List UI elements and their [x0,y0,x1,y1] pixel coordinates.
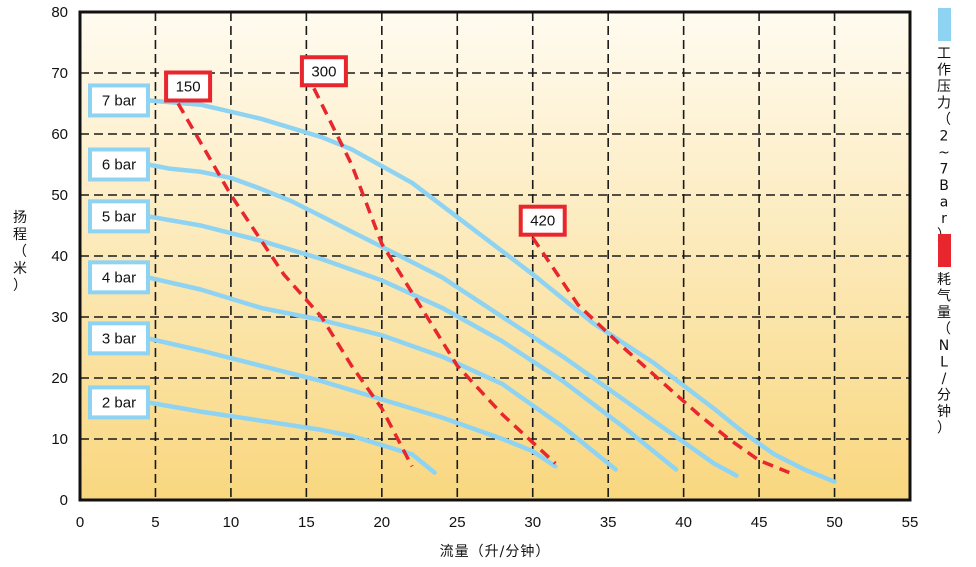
x-tick-label: 25 [449,514,466,531]
pressure-line-4bar [145,275,618,472]
pressure-label: 6 bar [102,157,136,174]
pressure-label: 4 bar [102,269,136,286]
pressure-line-5bar [145,214,679,472]
x-tick-label: 30 [524,514,541,531]
x-tick-label: 10 [223,514,240,531]
consumption-label-box [164,70,213,103]
pressure-label-box [88,385,150,420]
pressure-label-box [88,83,150,118]
consumption-line-150 [176,102,414,468]
y-tick-label: 70 [51,65,68,82]
consumption-label-box [299,55,348,88]
legend-swatch-consumption [938,234,951,267]
y-tick-label: 30 [51,309,68,326]
y-tick-label: 10 [51,431,68,448]
x-tick-label: 5 [151,514,159,531]
consumption-line-300 [312,87,557,465]
pressure-line-6bar [145,162,739,478]
pressure-label-group: 7 bar 6 bar 5 bar 4 bar 3 bar 2 bar [88,83,150,420]
consumption-label-group: 150 300 420 [164,55,567,237]
x-tick-label: 20 [373,514,390,531]
consumption-line-420 [531,236,790,475]
consumption-label: 300 [311,63,336,80]
pressure-label: 2 bar [102,394,136,411]
x-tick-label: 40 [675,514,692,531]
pressure-label-box [88,199,150,234]
pressure-line-2bar [145,400,437,475]
pressure-label-box [88,260,150,295]
x-tick-label: 45 [751,514,768,531]
y-tick-label: 60 [51,126,68,143]
x-tick-label: 35 [600,514,617,531]
y-tick-label: 0 [60,492,68,509]
consumption-series-group [176,87,790,475]
y-tick-label: 50 [51,187,68,204]
consumption-label: 420 [530,213,555,230]
x-tick-label: 0 [76,514,84,531]
pressure-label-box [88,321,150,356]
y-tick-label: 40 [51,248,68,265]
pressure-label-box [88,147,150,182]
consumption-label: 150 [176,79,201,96]
y-tick-label: 80 [51,4,68,21]
plot-frame [78,10,912,502]
pressure-label: 5 bar [102,208,136,225]
pressure-label: 7 bar [102,92,136,109]
y-axis-title: 扬程（米） [13,210,27,294]
consumption-label-box [518,204,567,237]
x-tick-label: 50 [826,514,843,531]
y-tick-labels: 0 10 20 30 40 50 60 70 80 [51,4,68,509]
x-tick-label: 15 [298,514,315,531]
x-tick-label: 55 [902,514,919,531]
pressure-line-3bar [145,336,558,469]
pressure-label: 3 bar [102,330,136,347]
x-tick-labels: 0 5 10 15 20 25 30 35 40 45 50 55 [76,514,919,531]
x-axis-title: 流量（升/分钟） [440,543,551,560]
grid-lines [80,12,910,500]
pressure-series-group [145,98,837,484]
legend-swatch-pressure [938,8,951,41]
pressure-line-7bar [145,98,837,484]
legend-label-consumption: 耗气量（ N L/分钟） [937,272,951,437]
y-tick-label: 20 [51,370,68,387]
